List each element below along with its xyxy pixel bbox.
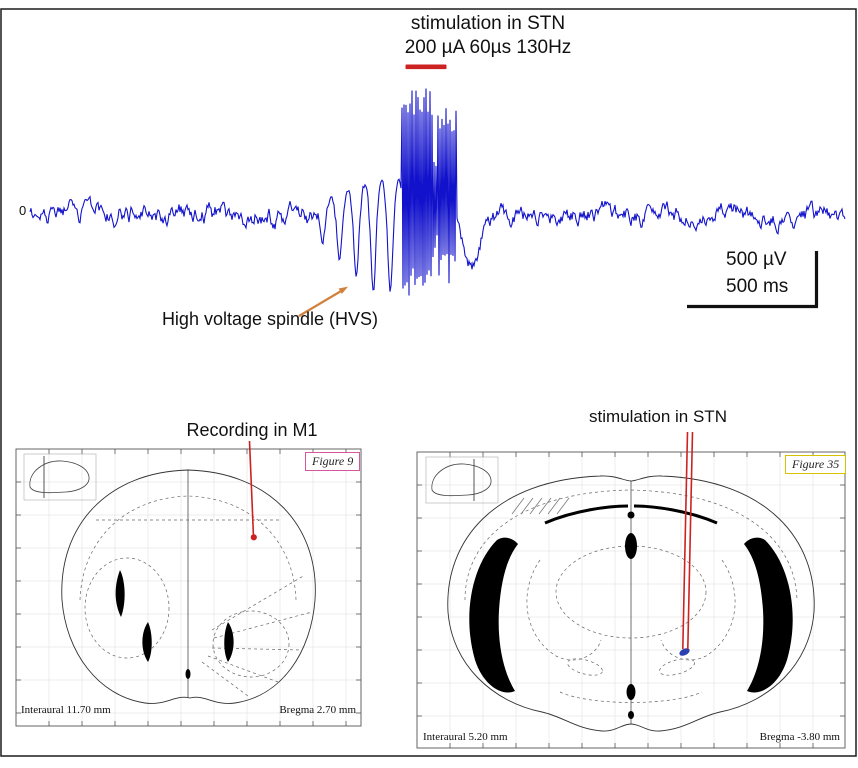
stim-params-line1: stimulation in STN	[410, 13, 566, 34]
hippocampus-right-contour	[660, 559, 736, 661]
lateral-ventricle-right	[744, 537, 793, 693]
stimulation-stn-label: stimulation in STN	[589, 407, 727, 426]
atlas-grid-layer	[15, 448, 846, 749]
figure-border	[0, 8, 857, 757]
sn-right-contour	[659, 658, 695, 676]
trace-zero-marker: 0	[19, 203, 27, 218]
hvs-arrow-shaft	[298, 289, 343, 317]
recording-m1-label: Recording in M1	[186, 420, 318, 440]
inset-brain-silhouette	[431, 463, 492, 497]
corpus-callosum-left	[544, 504, 629, 525]
right-brain-outline	[447, 475, 815, 732]
corpus-callosum-right	[633, 504, 718, 525]
hvs-arrow-head-icon	[338, 286, 348, 294]
m1-target-dot	[250, 534, 257, 541]
left-atlas-region-lines	[96, 519, 313, 697]
right-atlas-inset	[425, 456, 499, 504]
eeg-trace-polyline	[29, 88, 846, 296]
left-bregma-label: Bregma 2.70 mm	[279, 704, 356, 716]
cortex-hatch-marks	[511, 497, 570, 515]
left-brain-outline	[61, 469, 316, 704]
inset-brain-silhouette	[29, 460, 90, 494]
right-region-contour	[212, 610, 290, 678]
time-scale-label: 500 ms	[726, 276, 789, 297]
stimulation-duration-bar	[405, 64, 447, 70]
trace-annotations	[298, 64, 819, 317]
right-bregma-label: Bregma -3.80 mm	[759, 731, 840, 743]
stn-pointer-line-2	[687, 431, 694, 650]
right-atlas-drawing	[425, 456, 815, 732]
stn-target-dot	[679, 648, 690, 656]
ventral-contour	[559, 691, 703, 703]
left-atlas-inset	[23, 453, 97, 501]
hvs-label: High voltage spindle (HVS)	[161, 309, 379, 329]
stn-pointer-line-1	[682, 431, 689, 650]
right-inner-cortex-contour	[464, 489, 798, 601]
figure35-tag: Figure 35	[785, 455, 847, 474]
left-interaural-label: Interaural 11.70 mm	[21, 704, 111, 716]
pointer-layer	[248, 431, 694, 656]
left-region-contour	[84, 557, 170, 659]
left-atlas-drawing	[23, 453, 316, 704]
atlas-page-frame	[15, 448, 362, 727]
eeg-trace-layer	[29, 88, 846, 296]
right-interaural-label: Interaural 5.20 mm	[423, 731, 508, 743]
left-atlas-black-structures	[115, 570, 234, 679]
voltage-scale-label: 500 µV	[726, 249, 787, 270]
figure9-tag: Figure 9	[305, 452, 361, 471]
lateral-ventricle-left	[469, 537, 518, 693]
atlas-page-frame	[416, 451, 846, 749]
sn-left-contour	[567, 658, 603, 676]
m1-pointer-line	[248, 440, 255, 535]
stim-params-line2: 200 µA 60µs 130Hz	[404, 37, 572, 58]
hippocampus-left-contour	[526, 559, 602, 661]
right-atlas-black-structures	[469, 511, 793, 719]
